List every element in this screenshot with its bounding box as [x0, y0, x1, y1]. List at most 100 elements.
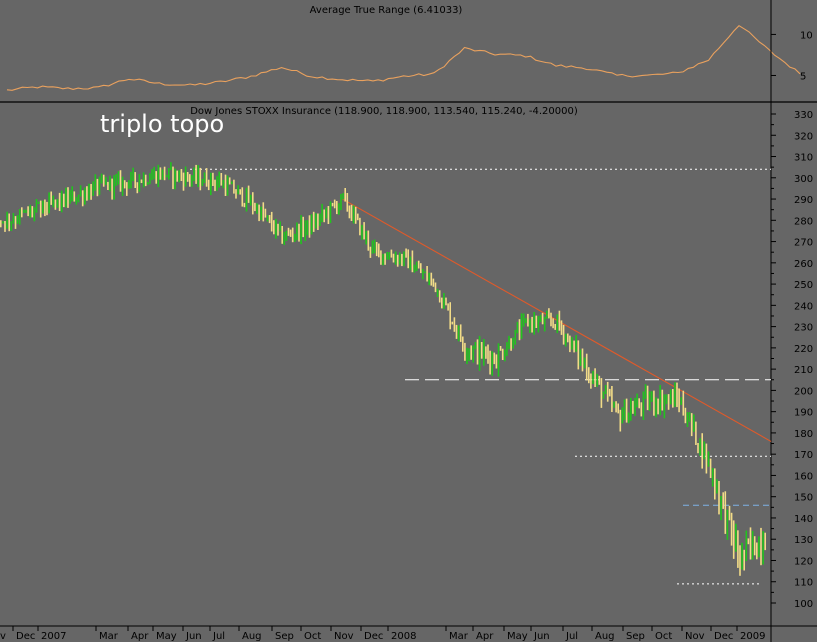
price-bar [661, 389, 664, 411]
price-bar [653, 390, 655, 416]
price-bar [25, 209, 27, 213]
price-bar [113, 175, 115, 200]
price-bar [302, 216, 304, 238]
price-bar [107, 181, 109, 190]
price-bar [535, 315, 538, 328]
price-bar [537, 316, 540, 333]
price-bar [762, 531, 764, 565]
price-bar [676, 382, 678, 408]
price-bar [331, 202, 334, 207]
price-bar [56, 199, 59, 208]
price-bar [394, 251, 397, 265]
x-axis: v Dec 2007 Mar Apr May Jun Jul Aug Sep Oct Nov Dec 20… [0, 626, 765, 642]
price-bar [60, 190, 63, 213]
price-bar [142, 172, 145, 188]
price-bar [485, 346, 487, 359]
atr-y-tick-label: 5 [800, 71, 806, 82]
price-bar [6, 211, 8, 229]
price-bar [224, 174, 227, 196]
price-bar [552, 318, 554, 329]
price-bar [210, 172, 212, 196]
price-bar [636, 393, 638, 408]
x-tick-label: 2008 [391, 631, 416, 642]
price-bar [508, 335, 510, 350]
price-y-tick-label: 230 [794, 323, 813, 334]
price-bar [92, 181, 94, 196]
price-y-tick-label: 320 [794, 131, 813, 142]
x-tick-label: Jul [565, 631, 578, 642]
price-bar [308, 215, 311, 238]
price-bar [75, 197, 78, 205]
price-bars [0, 162, 766, 576]
price-bar [136, 182, 139, 194]
price-bar [266, 215, 269, 222]
x-tick-label: Oct [304, 631, 321, 642]
price-bar [39, 200, 42, 218]
price-bar [703, 441, 706, 460]
price-bar [390, 249, 393, 258]
price-bar [741, 542, 743, 570]
price-bar [289, 229, 292, 237]
price-bar [58, 192, 61, 211]
price-bar [483, 339, 485, 366]
price-bar [590, 373, 592, 389]
price-bar [451, 321, 454, 325]
price-bar [249, 194, 252, 206]
price-bar [655, 397, 657, 418]
price-bar [634, 397, 636, 416]
price-bar [735, 523, 737, 552]
price-bar [96, 178, 99, 197]
price-bar [573, 340, 575, 353]
price-bar [48, 192, 50, 214]
x-tick-label: Apr [476, 631, 494, 642]
price-bar [247, 185, 250, 203]
price-bar [23, 209, 25, 213]
price-bar [625, 398, 628, 423]
price-bar [554, 324, 556, 330]
price-bar [180, 169, 183, 181]
x-tick-label: May [156, 631, 177, 642]
price-bar [273, 220, 275, 235]
price-bar [298, 223, 300, 242]
price-bar [90, 184, 92, 200]
price-bar [506, 342, 508, 356]
x-tick-label: Aug [242, 631, 262, 642]
price-bar [329, 201, 332, 223]
x-tick-label: Mar [449, 631, 469, 642]
price-y-tick-label: 160 [794, 471, 813, 482]
price-bar [501, 348, 504, 360]
price-bar [115, 173, 118, 186]
price-bar [434, 282, 437, 293]
price-bar [760, 527, 762, 566]
price-bar [514, 329, 517, 345]
price-y-tick-label: 100 [794, 599, 813, 610]
price-bar [401, 253, 403, 267]
price-bar [693, 414, 695, 432]
price-bar [648, 391, 651, 411]
price-bar [319, 213, 321, 226]
price-bar [197, 165, 199, 187]
price-bar [663, 394, 666, 419]
price-bar [751, 530, 754, 560]
price-bar [264, 208, 267, 218]
price-bar [669, 389, 672, 405]
price-bar [468, 348, 470, 362]
price-bar [588, 367, 590, 384]
atr-y-tick-label: 10 [800, 30, 813, 41]
price-bar [226, 175, 229, 196]
price-bar [621, 407, 624, 424]
price-y-tick-label: 250 [794, 280, 813, 291]
price-bar [170, 162, 172, 171]
price-bar [52, 195, 55, 208]
price-bar [512, 337, 514, 349]
price-bar [98, 176, 101, 195]
price-bar [525, 318, 527, 324]
price-bar [474, 342, 477, 350]
price-bar [79, 185, 82, 197]
price-y-tick-label: 330 [794, 110, 813, 121]
price-bar [529, 319, 531, 333]
price-y-tick-label: 140 [794, 514, 813, 525]
price-y-tick-label: 130 [794, 535, 813, 546]
price-bar [222, 180, 225, 189]
price-bar [29, 204, 31, 218]
